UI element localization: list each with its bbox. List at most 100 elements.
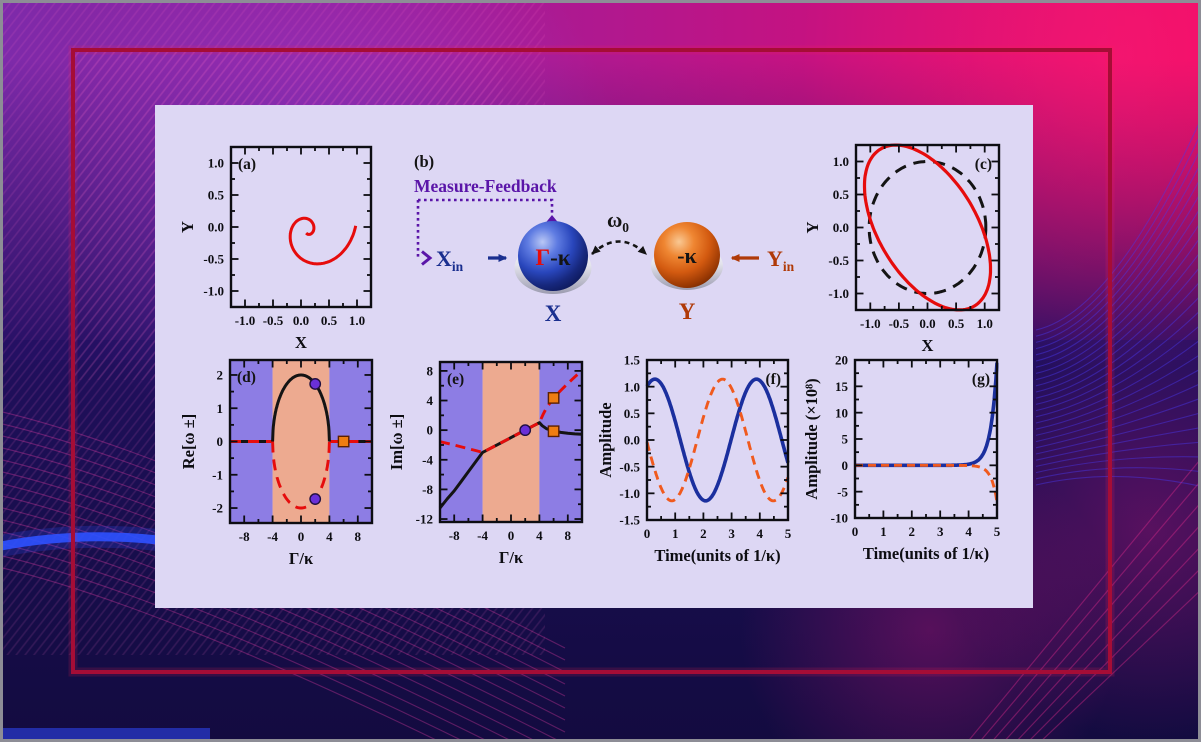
series-decaying-spiral-trajectory xyxy=(288,216,358,266)
x-tick-label: 0 xyxy=(508,528,515,543)
plot-panel-e: -8 -4 0 4 8 -12 -8 -4 0 4 8 Γ/κ Im[ω ±] (e) xyxy=(387,360,584,567)
y-tick-label: -1.0 xyxy=(203,284,224,299)
plot-panel-g: 0 1 2 3 4 5 -10 -5 0 5 10 15 20 Time(units of 1/κ) Amp… xyxy=(802,353,1001,563)
y-axis-title: Im[ω ±] xyxy=(387,414,406,470)
panel-letter-c: (c) xyxy=(975,156,992,173)
label-omega0: ω0 xyxy=(607,208,629,235)
y-tick-label: -2 xyxy=(212,501,223,516)
label-mode-y: Y xyxy=(679,299,696,324)
coupling-arrow xyxy=(591,240,647,255)
x-tick-label: 0 xyxy=(852,524,859,539)
marker-circle xyxy=(519,424,532,437)
y-tick-label: 20 xyxy=(835,353,848,368)
x-tick-label: 1.0 xyxy=(977,316,993,331)
x-tick-label: -8 xyxy=(239,529,250,544)
series-re-omega-minus-arc xyxy=(271,441,331,510)
label-x-in: Xin xyxy=(436,246,464,274)
y-tick-label: -8 xyxy=(422,482,433,497)
y-tick-label: 0.0 xyxy=(208,220,224,235)
feedback-line-top xyxy=(418,198,554,216)
plot-panel-c: -1.0 -0.5 0.0 0.5 1.0 -1.0 -0.5 0.0 0.5 1.0 X Y (c) xyxy=(803,143,1001,355)
y-tick-label: 1.0 xyxy=(833,154,849,169)
y-tick-label: -5 xyxy=(837,484,848,499)
y-tick-label: 0.5 xyxy=(624,406,641,421)
y-tick-label: 2 xyxy=(217,368,224,383)
x-tick-label: 8 xyxy=(355,529,362,544)
x-tick-label: 1 xyxy=(880,524,887,539)
plot-panel-d: -8 -4 0 4 8 -2 -1 0 1 2 Γ/κ Re[ω ±] (d) xyxy=(179,358,374,568)
x-axis-title: Γ/κ xyxy=(499,548,524,567)
y-tick-label: -4 xyxy=(422,452,433,467)
region-band xyxy=(482,362,540,522)
x-tick-label: 1 xyxy=(672,526,679,541)
plot-panel-a: -1.0 -0.5 0.0 0.5 1.0 -1.0 -0.5 0.0 0.5 1.0 X Y (a) xyxy=(178,145,373,352)
y-tick-label: 0 xyxy=(217,434,224,449)
marker-square xyxy=(547,392,560,404)
x-tick-label: 0 xyxy=(644,526,651,541)
x-tick-label: 3 xyxy=(728,526,735,541)
label-y-in: Yin xyxy=(767,246,795,274)
y-tick-label: 0 xyxy=(427,423,434,438)
blue-strip-bottom xyxy=(0,728,210,742)
axis-ticks xyxy=(646,359,789,521)
y-tick-label: -1.0 xyxy=(619,486,640,501)
series-x-quadrature-oscillation xyxy=(645,377,790,503)
marker-circle xyxy=(309,378,322,390)
x-tick-label: 5 xyxy=(994,524,1001,539)
y-tick-label: 0.0 xyxy=(833,220,849,235)
y-tick-label: -0.5 xyxy=(828,253,849,268)
x-tick-label: 4 xyxy=(326,529,333,544)
series-reference-circle xyxy=(867,160,988,295)
y-tick-label: 0.5 xyxy=(208,188,225,203)
x-tick-label: 5 xyxy=(785,526,792,541)
y-tick-label: -0.5 xyxy=(619,459,640,474)
label-minus-kappa: -κ xyxy=(677,243,697,268)
figure-panel: -1.0 -0.5 0.0 0.5 1.0 -1.0 -0.5 0.0 0.5 1.0 X Y (a) -… xyxy=(155,105,1033,608)
label-gamma-minus-kappa: Γ-κ xyxy=(535,245,570,270)
panel-letter-f: (f) xyxy=(766,371,782,388)
series-tilted-limit-cycle-ellipse xyxy=(862,143,993,312)
y-tick-label: -12 xyxy=(416,512,433,527)
x-axis-title: X xyxy=(922,336,934,355)
x-tick-label: -4 xyxy=(267,529,278,544)
y-axis-title: Y xyxy=(178,221,197,233)
x-axis-title: Γ/κ xyxy=(289,549,314,568)
x-tick-label: 4 xyxy=(536,528,543,543)
y-tick-label: 1.0 xyxy=(208,156,224,171)
feedback-arrow-chevron-icon xyxy=(421,250,433,266)
y-tick-label: 1.5 xyxy=(624,353,641,368)
y-axis-title: Amplitude (×10⁸) xyxy=(802,378,821,499)
x-tick-label: -8 xyxy=(449,528,460,543)
axis-ticks xyxy=(439,362,583,522)
y-tick-label: -0.5 xyxy=(203,252,224,267)
panel-letter-e: (e) xyxy=(447,371,464,388)
series-y-quadrature-oscillation xyxy=(645,377,790,503)
y-tick-label: 0 xyxy=(842,458,849,473)
x-tick-label: 4 xyxy=(757,526,764,541)
figure-canvas: -1.0 -0.5 0.0 0.5 1.0-1.0-0.50.00.51.0XY(a)-… xyxy=(178,143,1001,568)
x-tick-label: 2 xyxy=(700,526,707,541)
series-im-omega-plus-branch xyxy=(439,369,583,454)
y-axis-title: Y xyxy=(803,221,822,233)
y-tick-label: 0.5 xyxy=(833,187,850,202)
schematic-panel-b: (b) Measure-Feedback Xin Γ-κ Xω0 -κ Y Yin xyxy=(414,152,795,326)
series-y-quadrature-exponential-decay xyxy=(854,463,999,503)
feedback-label: Measure-Feedback xyxy=(414,176,557,196)
marker-square xyxy=(337,435,350,448)
x-tick-label: 0 xyxy=(298,529,305,544)
y-tick-label: 0.0 xyxy=(624,433,640,448)
region-band xyxy=(539,362,582,522)
panel-letter-d: (d) xyxy=(237,369,256,386)
feedback-line-left xyxy=(416,200,420,260)
y-tick-label: 1 xyxy=(217,401,224,416)
x-axis-title: X xyxy=(295,333,307,352)
axis-ticks xyxy=(229,360,373,523)
plot-panel-f: 0 1 2 3 4 5 -1.5 -1.0 -0.5 0.0 0.5 1.0 1.5 Time(units… xyxy=(596,353,792,565)
y-tick-label: -1.5 xyxy=(619,513,640,528)
x-tick-label: 0.5 xyxy=(948,316,965,331)
x-tick-label: 0.5 xyxy=(321,313,338,328)
axis-ticks xyxy=(855,144,1000,311)
y-tick-label: 8 xyxy=(427,363,434,378)
x-tick-label: 1.0 xyxy=(349,313,365,328)
